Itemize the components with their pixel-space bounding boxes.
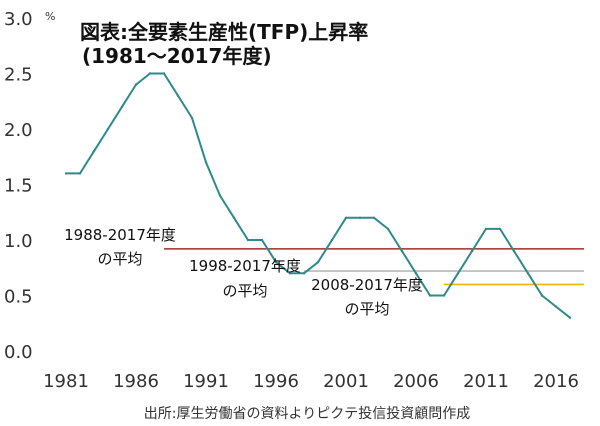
y-tick-label: 3.0	[4, 9, 33, 30]
average-lines	[164, 248, 584, 286]
tfp-data-point	[218, 194, 222, 197]
y-tick-label: 0.5	[4, 287, 33, 308]
tfp-data-point	[512, 249, 516, 253]
y-tick-label: 2.0	[4, 120, 33, 141]
tfp-data-point	[358, 216, 362, 219]
tfp-data-point	[456, 272, 460, 275]
tfp-data-point	[372, 216, 376, 219]
tfp-data-point	[162, 72, 166, 75]
tfp-data-point	[204, 161, 208, 164]
average-label-range: 1988-2017年度	[64, 226, 176, 244]
x-tick-label: 1986	[113, 371, 159, 392]
tfp-data-point	[246, 238, 250, 242]
tfp-data-point	[400, 249, 404, 253]
x-tick-label: 1996	[253, 371, 299, 392]
x-tick-label: 2016	[533, 371, 579, 392]
tfp-data-point	[442, 294, 446, 297]
average-label-suffix: の平均	[97, 250, 142, 268]
tfp-data-point	[428, 294, 432, 297]
tfp-data-point	[120, 105, 124, 109]
tfp-data-point	[232, 216, 236, 219]
y-tick-label: 1.5	[4, 176, 33, 197]
average-label-range: 2008-2017年度	[311, 276, 423, 294]
x-axis-ticks: 1981 1986 1991 1996 2001 2006 2011 2016	[43, 371, 579, 392]
tfp-data-point	[106, 127, 110, 131]
tfp-data-point	[554, 305, 558, 308]
tfp-data-point	[484, 227, 488, 231]
tfp-data-point	[190, 116, 194, 120]
x-tick-label: 2001	[323, 371, 369, 392]
y-axis-ticks: 0.0 0.5 1.0 1.5 2.0 2.5 3.0	[4, 9, 33, 363]
x-tick-label: 2006	[393, 371, 439, 392]
tfp-data-point	[316, 261, 320, 264]
chart-subtitle: (1981〜2017年度)	[82, 44, 272, 68]
source-label: 出所:厚生労働省の資料よりピクテ投信投資顧問作成	[144, 406, 470, 422]
tfp-data-point	[288, 272, 292, 275]
average-label-suffix: の平均	[222, 282, 267, 300]
tfp-data-point	[330, 238, 334, 242]
tfp-data-point	[148, 72, 152, 75]
y-tick-label: 2.5	[4, 65, 33, 86]
average-label-suffix: の平均	[344, 300, 389, 318]
tfp-data-point	[134, 83, 138, 86]
x-tick-label: 2011	[463, 371, 509, 392]
tfp-data-point	[64, 172, 68, 175]
y-tick-label: 0.0	[4, 342, 33, 363]
tfp-data-point	[526, 272, 530, 275]
series-lines	[64, 72, 572, 319]
x-tick-label: 1991	[183, 371, 229, 392]
tfp-data-point	[78, 172, 82, 175]
tfp-data-point	[470, 249, 474, 253]
tfp-data-point	[302, 272, 306, 275]
x-tick-label: 1981	[43, 371, 89, 392]
y-tick-label: 1.0	[4, 231, 33, 252]
tfp-data-point	[414, 272, 418, 275]
tfp-data-point	[386, 227, 390, 231]
tfp-data-point	[540, 294, 544, 297]
tfp-data-point	[274, 261, 278, 264]
tfp-data-point	[344, 216, 348, 219]
tfp-data-point	[176, 94, 180, 97]
tfp-data-point	[92, 150, 96, 153]
tfp-data-point	[498, 227, 502, 231]
average-label-range: 1998-2017年度	[189, 257, 301, 275]
tfp-data-point	[568, 316, 572, 319]
tfp-data-point	[260, 238, 264, 242]
chart-title: 図表:全要素生産性(TFP)上昇率	[80, 20, 368, 44]
unit-label: %	[45, 10, 55, 23]
